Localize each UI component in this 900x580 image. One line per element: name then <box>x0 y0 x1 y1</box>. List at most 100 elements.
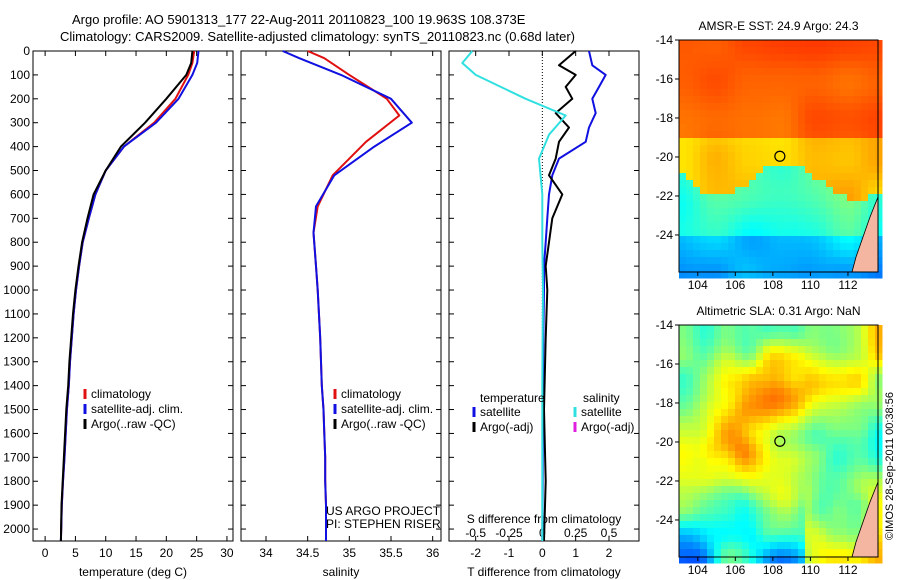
legend-group-salinity: salinity <box>583 391 620 405</box>
map-cell <box>833 493 841 501</box>
x-tick-label: 0 <box>539 546 546 560</box>
map-cell <box>693 264 701 272</box>
map-cell <box>784 535 792 543</box>
map-cell <box>833 187 841 195</box>
map-cell <box>791 243 799 251</box>
map-cell <box>679 68 687 76</box>
map-cell <box>854 346 862 354</box>
map-cell <box>847 82 855 90</box>
map-cell <box>791 458 799 466</box>
map-cell <box>833 222 841 230</box>
map-cell <box>700 40 708 48</box>
map-cell <box>784 229 792 237</box>
map-cell <box>742 423 750 431</box>
map-cell <box>777 549 785 557</box>
map-cell <box>875 271 883 279</box>
map-cell <box>847 493 855 501</box>
map-cell <box>742 514 750 522</box>
map-cell <box>749 423 757 431</box>
map-cell <box>833 465 841 473</box>
map-cell <box>812 346 820 354</box>
map-cell <box>812 325 820 333</box>
map-cell <box>693 535 701 543</box>
map-cell <box>707 458 715 466</box>
map-cell <box>756 528 764 536</box>
y-tick-label: 1100 <box>4 307 30 321</box>
map-cell <box>721 201 729 209</box>
map-cell <box>770 535 778 543</box>
map-cell <box>840 180 848 188</box>
map-cell <box>840 472 848 480</box>
map-cell <box>707 472 715 480</box>
map-cell <box>707 96 715 104</box>
map-cell <box>868 47 876 55</box>
map-cell <box>707 367 715 375</box>
map-cell <box>686 423 694 431</box>
map-cell <box>707 201 715 209</box>
map-cell <box>707 215 715 223</box>
map-cell <box>812 409 820 417</box>
map-cell <box>798 96 806 104</box>
map-cell <box>812 549 820 557</box>
x-tick-label: 35.5 <box>379 546 403 560</box>
map-cell <box>749 215 757 223</box>
map-cell <box>721 514 729 522</box>
map-cell <box>875 61 883 69</box>
map-cell <box>756 444 764 452</box>
map-cell <box>721 54 729 62</box>
map-cell <box>763 521 771 529</box>
map-cell <box>805 360 813 368</box>
top-tick-label: 0.5 <box>601 526 618 540</box>
map-cell <box>812 82 820 90</box>
map-cell <box>868 556 876 564</box>
map-cell <box>784 549 792 557</box>
map-cell <box>679 229 687 237</box>
map-cell <box>721 325 729 333</box>
map-cell <box>812 332 820 340</box>
map-cell <box>798 458 806 466</box>
map-cell <box>728 271 736 279</box>
map-cell <box>707 54 715 62</box>
map-cell <box>686 451 694 459</box>
map-cell <box>819 236 827 244</box>
map-cell <box>693 89 701 97</box>
map-cell <box>756 124 764 132</box>
map-cell <box>686 521 694 529</box>
map-cell <box>819 514 827 522</box>
map-cell <box>693 416 701 424</box>
map-cell <box>833 430 841 438</box>
map-cell <box>728 54 736 62</box>
map-cell <box>686 416 694 424</box>
map-cell <box>833 402 841 410</box>
x-axis-label: salinity <box>323 565 360 579</box>
map-cell <box>721 535 729 543</box>
map-cell <box>721 416 729 424</box>
map-cell <box>770 271 778 279</box>
map-cell <box>721 360 729 368</box>
map-cell <box>791 110 799 118</box>
map-cell <box>728 264 736 272</box>
map-cell <box>875 187 883 195</box>
y-tick-label: 300 <box>10 116 30 130</box>
map-cell <box>728 360 736 368</box>
map-cell <box>826 117 834 125</box>
map-cell <box>686 180 694 188</box>
map-cell <box>868 152 876 160</box>
map-cell <box>854 514 862 522</box>
map-cell <box>763 556 771 564</box>
map-cell <box>805 68 813 76</box>
map-cell <box>707 124 715 132</box>
map-cell <box>679 416 687 424</box>
map-cell <box>686 54 694 62</box>
map-cell <box>714 367 722 375</box>
map-cell <box>728 243 736 251</box>
map-cell <box>777 117 785 125</box>
map-cell <box>756 367 764 375</box>
map-cell <box>700 194 708 202</box>
map-cell <box>805 409 813 417</box>
map-cell <box>777 145 785 153</box>
map-cell <box>721 430 729 438</box>
map-cell <box>679 528 687 536</box>
map-cell <box>840 173 848 181</box>
map-cell <box>686 339 694 347</box>
